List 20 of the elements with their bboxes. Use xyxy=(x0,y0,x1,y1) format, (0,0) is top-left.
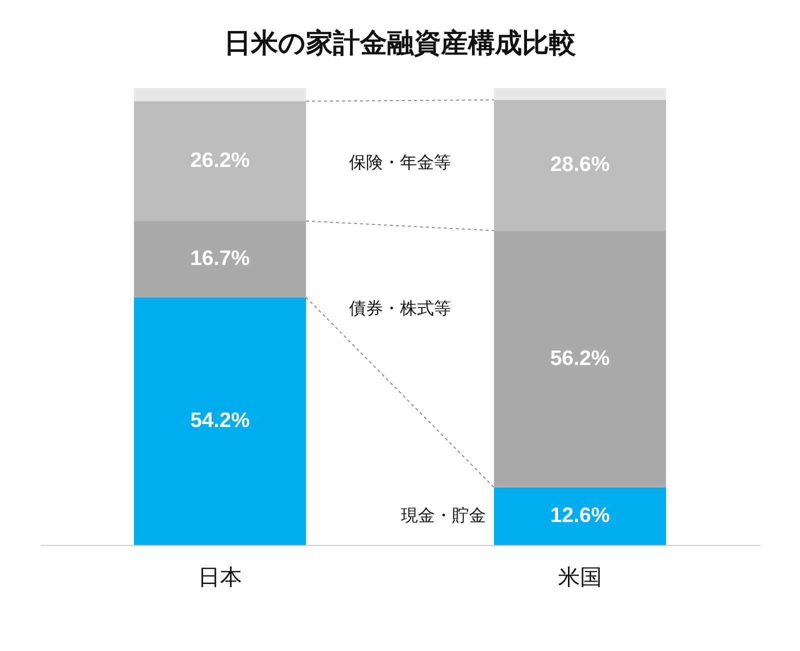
data-label: 56.2% xyxy=(550,347,610,370)
bar xyxy=(134,297,306,545)
x-tick-label: 日本 xyxy=(198,564,242,590)
data-label: 26.2% xyxy=(190,149,250,172)
bar xyxy=(134,220,306,298)
bar xyxy=(494,230,666,488)
chart-title: 日米の家計金融資産構成比較 xyxy=(224,28,577,58)
bar xyxy=(494,88,666,100)
bar xyxy=(134,88,306,102)
bar xyxy=(134,101,306,221)
series-label: 現金・貯金 xyxy=(401,506,486,526)
data-label: 28.6% xyxy=(550,153,610,176)
x-tick-label: 米国 xyxy=(558,564,602,590)
text: 債券・株式等 xyxy=(349,299,451,318)
bar xyxy=(494,100,666,231)
bar xyxy=(494,487,666,545)
text: 保険・年金等 xyxy=(349,153,451,172)
data-label: 16.7% xyxy=(190,247,250,270)
data-label: 12.6% xyxy=(550,504,610,528)
data-label: 54.2% xyxy=(190,409,250,432)
